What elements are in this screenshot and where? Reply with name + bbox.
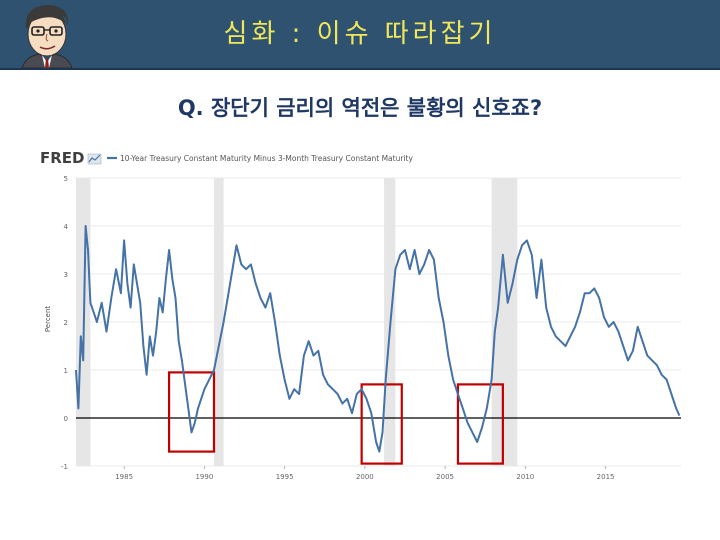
x-tick-label-2015: 2015 — [597, 473, 615, 481]
y-tick-label-0: 0 — [64, 415, 68, 423]
chart-background — [37, 144, 691, 484]
x-tick-label-1995: 1995 — [276, 473, 294, 481]
inversion-highlight-box-1 — [360, 383, 403, 465]
fred-logo: FRED — [40, 149, 85, 167]
legend-label: 10-Year Treasury Constant Maturity Minus… — [120, 154, 413, 163]
x-tick-label-2005: 2005 — [436, 473, 454, 481]
inversion-highlight-box-0 — [167, 371, 216, 453]
header-banner — [0, 0, 720, 68]
cartoon-face-icon — [21, 5, 73, 68]
question-text: Q. 장단기 금리의 역전은 불황의 신호죠? — [177, 96, 543, 120]
y-tick-label-1: 1 — [64, 367, 68, 375]
inversion-highlight-box-2 — [456, 383, 504, 465]
header-divider — [0, 68, 720, 70]
x-tick-label-1985: 1985 — [115, 473, 133, 481]
y-tick-label-4: 4 — [64, 223, 69, 231]
x-tick-label-2010: 2010 — [516, 473, 534, 481]
y-tick-label-2: 2 — [64, 319, 68, 327]
y-tick-label--1: -1 — [61, 463, 68, 471]
x-tick-label-2000: 2000 — [356, 473, 374, 481]
x-tick-label-1990: 1990 — [195, 473, 213, 481]
series-line-0 — [75, 225, 681, 453]
y-axis-label: Percent — [44, 306, 52, 333]
y-tick-label-5: 5 — [64, 175, 68, 183]
y-tick-label-3: 3 — [64, 271, 68, 279]
chart-canvas: -1 0 1 2 3 4 5 1985 1990 1995 2000 2005 2010 2015 FRE… — [37, 144, 691, 484]
fred-logo-icon — [87, 153, 102, 165]
header-title: 심화 : 이슈 따라잡기 — [223, 19, 497, 49]
fred-chart: -1 0 1 2 3 4 5 1985 1990 1995 2000 2005 2010 2015 FRE… — [37, 144, 691, 484]
